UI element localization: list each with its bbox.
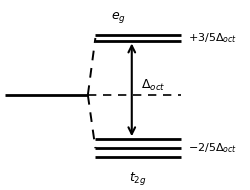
Text: −2/5$\Delta_{oct}$: −2/5$\Delta_{oct}$	[188, 141, 236, 155]
Text: $\Delta_{oct}$: $\Delta_{oct}$	[140, 78, 164, 93]
Text: +3/5$\Delta_{oct}$: +3/5$\Delta_{oct}$	[188, 31, 236, 45]
Text: $t_{2g}$: $t_{2g}$	[129, 170, 146, 187]
Text: $e_g$: $e_g$	[110, 10, 125, 25]
